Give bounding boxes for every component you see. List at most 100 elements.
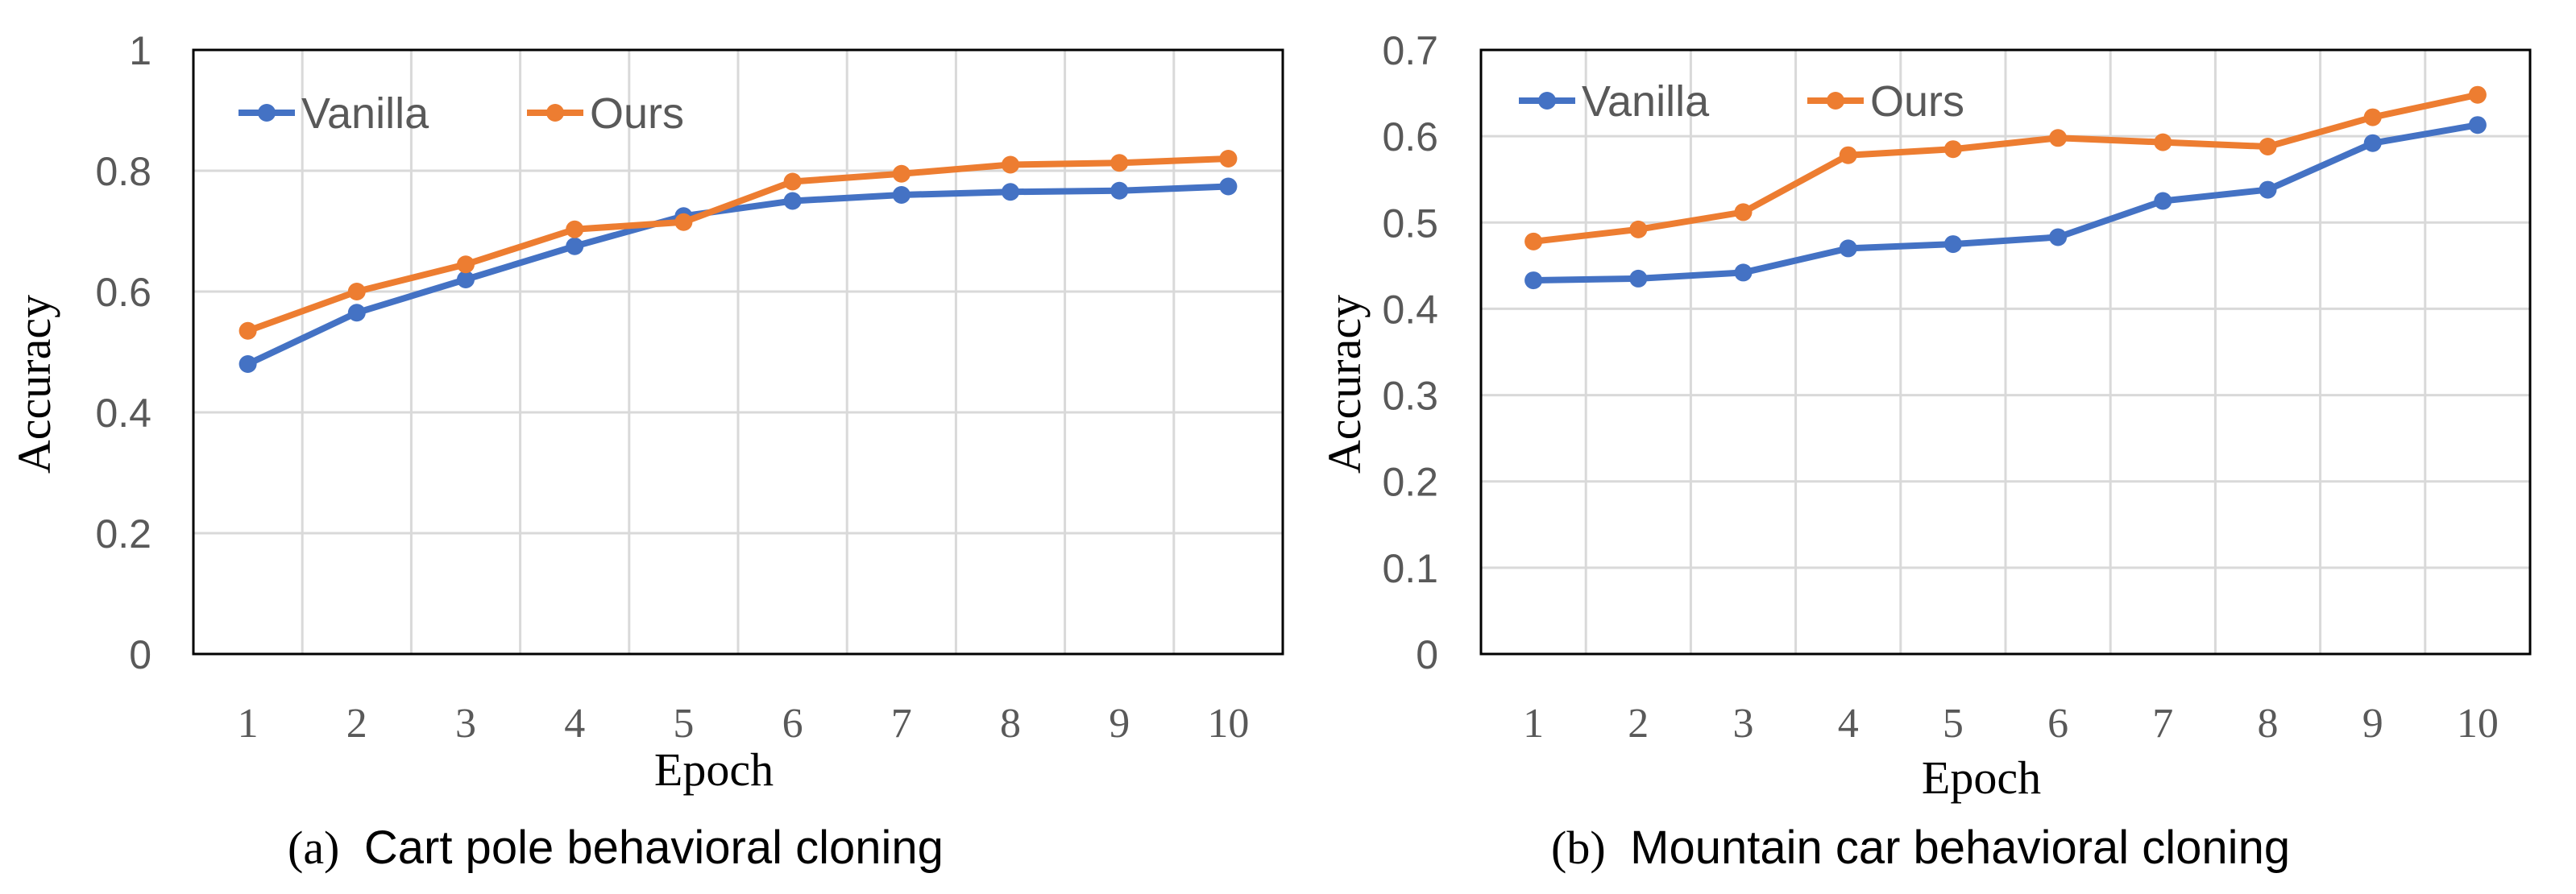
chart-b-vanilla-point	[1734, 263, 1753, 282]
chart-b-x-tick-label: 3	[1733, 701, 1754, 747]
chart-b-title: Mountain car behavioral cloning	[1630, 822, 2290, 874]
chart-b-y-tick-label: 0.6	[1382, 114, 1438, 159]
chart-a-y-axis-title: Accuracy	[8, 295, 60, 474]
chart-a-caption: (a) Cart pole behavioral cloning	[288, 822, 944, 874]
chart-b-ours-point	[2259, 138, 2277, 155]
chart-a: 0 0.2 0.4 0.6 0.8 1 1 2 3 4 5 6 7 8 9 10 Vanilla Ours E…	[8, 28, 1284, 874]
chart-b: 0 0.1 0.2 0.3 0.4 0.5 0.6 0.7 1 2 3 4 5 6 7 8 9 10 Vanil…	[1318, 28, 2532, 874]
chart-a-x-tick-label: 8	[1000, 701, 1021, 747]
chart-a-x-tick-label: 9	[1109, 701, 1130, 747]
chart-a-x-tick-label: 1	[238, 701, 259, 747]
chart-b-legend: Vanilla Ours	[1519, 77, 1964, 126]
chart-a-legend: Vanilla Ours	[239, 89, 684, 138]
chart-a-y-tick-label: 0.6	[95, 270, 151, 315]
chart-b-ours-point	[1524, 232, 1543, 250]
chart-b-vanilla-point	[1839, 239, 1857, 258]
chart-a-ours-point	[457, 255, 475, 274]
chart-b-y-tick-label: 0	[1416, 632, 1438, 677]
chart-b-x-ticks: 1 2 3 4 5 6 7 8 9 10	[1523, 701, 2499, 747]
chart-a-caption-label: (a)	[288, 822, 339, 874]
chart-b-ours-line	[1533, 91, 2479, 245]
chart-a-vanilla-point	[1110, 181, 1129, 200]
chart-b-vanilla-point	[2363, 134, 2382, 152]
chart-a-plot-frame	[192, 48, 1284, 656]
chart-b-x-tick-label: 7	[2152, 701, 2173, 747]
chart-a-ours-point	[1219, 150, 1238, 168]
chart-a-y-tick-label: 0.2	[95, 511, 151, 557]
chart-b-vanilla-point	[2468, 116, 2487, 135]
chart-a-x-tick-label: 4	[564, 701, 585, 747]
chart-a-legend-vanilla-swatch-marker	[258, 104, 276, 122]
chart-a-ours-point	[674, 213, 693, 231]
chart-b-vanilla-point	[2154, 192, 2172, 210]
chart-b-ours-point	[1629, 220, 1648, 238]
chart-a-ours-point	[1002, 155, 1019, 174]
chart-a-x-tick-label: 3	[455, 701, 476, 747]
chart-a-x-tick-label: 7	[891, 701, 912, 747]
chart-a-vanilla-point	[239, 355, 257, 373]
chart-b-ours-point	[1839, 146, 1857, 164]
chart-a-vanilla-point	[1002, 183, 1019, 201]
chart-b-x-tick-label: 5	[1943, 701, 1964, 747]
chart-a-y-tick-label: 0.4	[95, 391, 151, 436]
chart-b-legend-ours-label: Ours	[1870, 77, 1964, 126]
chart-b-y-ticks: 0 0.1 0.2 0.3 0.4 0.5 0.6 0.7	[1382, 28, 1438, 677]
chart-b-y-tick-label: 0.7	[1382, 28, 1438, 73]
chart-a-y-ticks: 0 0.2 0.4 0.6 0.8 1	[95, 28, 151, 677]
chart-b-vanilla-point	[1524, 271, 1543, 290]
chart-a-legend-ours-label: Ours	[590, 89, 684, 138]
chart-b-x-axis-title: Epoch	[1922, 751, 2041, 804]
chart-a-ours-line	[247, 155, 1229, 334]
chart-b-y-tick-label: 0.4	[1382, 287, 1438, 332]
chart-b-legend-ours-swatch-marker	[1827, 92, 1844, 110]
chart-a-vanilla-point	[347, 304, 366, 322]
chart-a-vanilla-point	[457, 271, 475, 288]
chart-b-vanilla-point	[2259, 180, 2277, 199]
chart-a-grid	[193, 50, 1283, 654]
chart-a-ours-point	[1110, 154, 1129, 172]
chart-b-caption-label: (b)	[1551, 822, 1606, 874]
chart-b-plot-frame	[1479, 48, 2532, 656]
chart-b-y-tick-label: 0.2	[1382, 460, 1438, 505]
chart-b-legend-vanilla-swatch-marker	[1538, 92, 1556, 110]
chart-b-ours-point	[2363, 108, 2382, 126]
chart-a-vanilla-point	[1219, 177, 1238, 196]
chart-b-x-tick-label: 2	[1628, 701, 1649, 747]
chart-a-title: Cart pole behavioral cloning	[364, 822, 944, 874]
chart-a-vanilla-point	[783, 192, 802, 210]
chart-b-ours-point	[2154, 133, 2172, 151]
chart-a-vanilla-point	[892, 186, 911, 204]
chart-a-x-ticks: 1 2 3 4 5 6 7 8 9 10	[238, 701, 1250, 747]
chart-a-ours-point	[566, 220, 584, 238]
chart-a-y-tick-label: 0	[129, 632, 151, 677]
chart-a-vanilla-point	[566, 237, 584, 255]
chart-b-vanilla-line	[1533, 122, 2479, 284]
chart-b-ours-point	[1943, 140, 1962, 159]
chart-b-vanilla-point	[1629, 269, 1648, 288]
chart-a-x-axis-title: Epoch	[654, 743, 774, 796]
chart-a-ours-point	[892, 164, 911, 183]
chart-a-x-tick-label: 6	[782, 701, 803, 747]
chart-b-x-tick-label: 1	[1523, 701, 1544, 747]
chart-b-x-tick-label: 4	[1838, 701, 1859, 747]
chart-b-legend-vanilla-label: Vanilla	[1582, 77, 1710, 126]
chart-a-vanilla-line	[246, 183, 1229, 367]
chart-a-legend-vanilla-label: Vanilla	[301, 89, 429, 138]
chart-b-y-tick-label: 0.3	[1382, 374, 1438, 419]
chart-a-x-tick-label: 10	[1207, 701, 1249, 747]
chart-b-y-tick-label: 0.5	[1382, 201, 1438, 246]
chart-a-ours-point	[783, 172, 802, 191]
chart-a-ours-point	[347, 283, 366, 300]
chart-b-x-tick-label: 9	[2362, 701, 2383, 747]
chart-a-x-tick-label: 5	[673, 701, 694, 747]
chart-b-ours-point	[1734, 203, 1753, 221]
chart-b-grid	[1481, 50, 2530, 654]
chart-b-vanilla-point	[1943, 235, 1962, 254]
chart-b-x-tick-label: 8	[2258, 701, 2279, 747]
chart-b-y-tick-label: 0.1	[1382, 546, 1438, 591]
chart-b-ours-point	[2049, 129, 2068, 147]
chart-a-ours-point	[239, 321, 257, 340]
chart-a-y-tick-label: 0.8	[95, 149, 151, 194]
chart-b-x-tick-label: 10	[2457, 701, 2499, 747]
